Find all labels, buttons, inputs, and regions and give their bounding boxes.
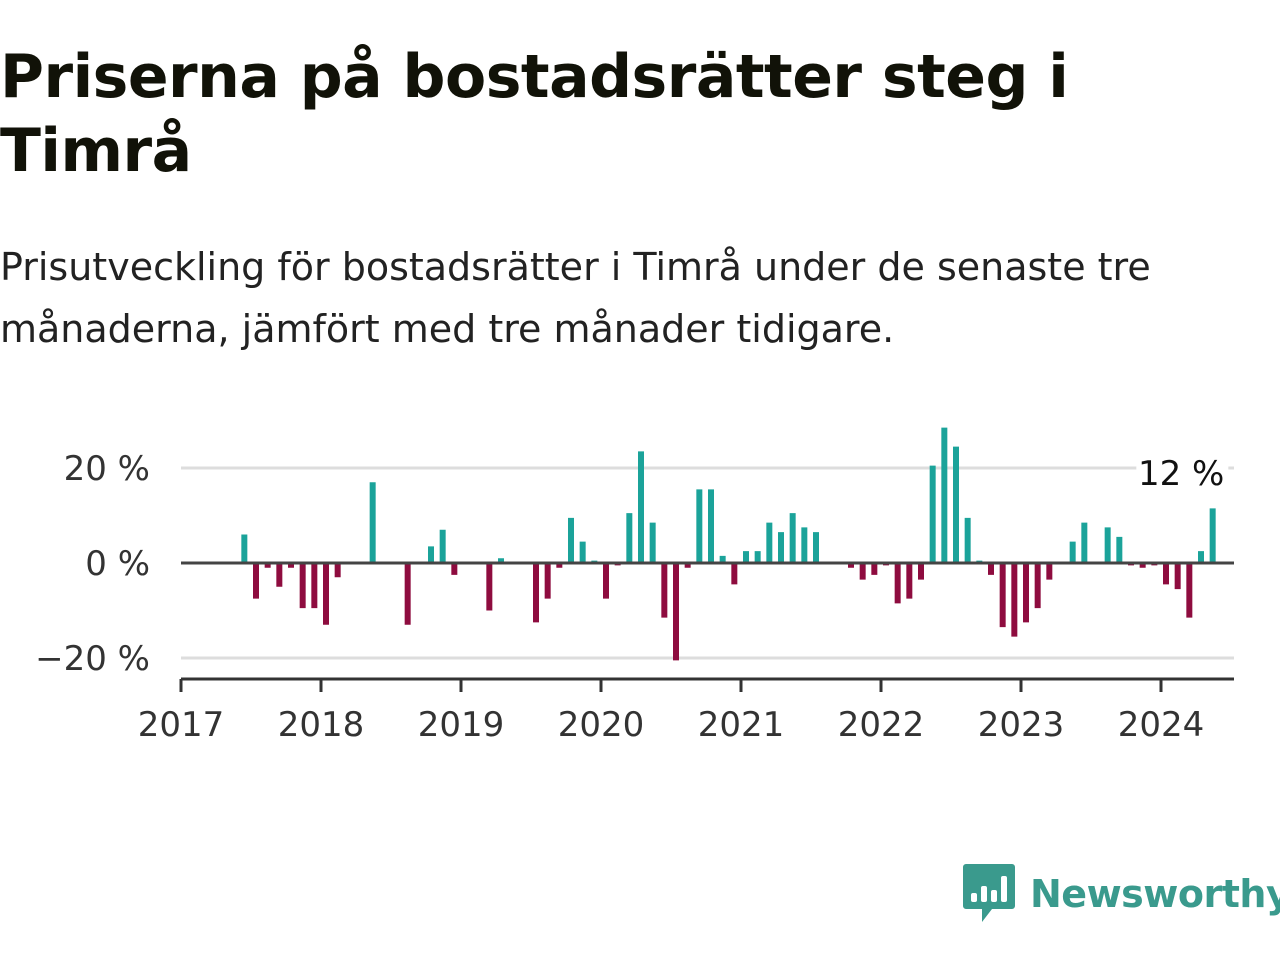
bar — [439, 529, 446, 563]
bar — [918, 563, 924, 580]
x-tick-label: 2023 — [978, 705, 1065, 740]
x-tick-label: 2017 — [138, 705, 225, 740]
bar — [369, 482, 376, 563]
brand-name: Newsworthy — [1030, 872, 1280, 916]
bar — [684, 563, 691, 568]
bar — [1139, 563, 1146, 568]
bar — [906, 563, 913, 599]
bar — [404, 563, 411, 625]
bar — [673, 563, 679, 661]
bar — [334, 563, 341, 578]
brand-logo[interactable]: Newsworthy — [962, 862, 1280, 926]
bar — [941, 427, 948, 563]
bar — [311, 563, 318, 609]
bar — [999, 563, 1006, 628]
bar — [264, 563, 271, 568]
axes — [179, 561, 1234, 692]
bar — [859, 563, 866, 580]
bar — [579, 541, 586, 563]
bar — [1163, 563, 1169, 585]
bar — [299, 563, 306, 609]
bar — [871, 563, 878, 575]
chart-title: Priserna på bostadsrätter steg i Timrå — [0, 42, 1069, 186]
bar — [241, 534, 248, 563]
bar — [894, 563, 901, 604]
x-tick-label: 2019 — [418, 705, 505, 740]
y-tick-label: 20 % — [64, 449, 150, 489]
bar — [929, 465, 936, 563]
x-tick-label: 2018 — [278, 705, 365, 740]
bar — [486, 563, 493, 611]
bar — [1011, 563, 1018, 637]
x-tick-label: 2022 — [838, 705, 925, 740]
bars — [241, 427, 1216, 661]
bar — [1069, 541, 1076, 563]
x-tick-label: 2021 — [698, 705, 785, 740]
chart-subtitle: Prisutveckling för bostadsrätter i Timrå… — [0, 245, 1151, 351]
bar — [544, 563, 551, 599]
bar — [743, 551, 749, 563]
bar — [568, 517, 574, 563]
bar — [1116, 536, 1123, 563]
bar — [754, 551, 761, 563]
y-tick-label: 0 % — [85, 544, 150, 584]
bar — [1198, 551, 1204, 563]
bar — [253, 563, 259, 599]
bar — [766, 522, 773, 563]
bar — [1046, 563, 1053, 580]
bar — [276, 563, 283, 587]
bar — [1081, 522, 1088, 563]
bar — [626, 513, 633, 563]
gridlines — [181, 466, 1234, 660]
bar — [778, 532, 784, 563]
newsworthy-chart-bubble-icon — [963, 864, 1015, 922]
bar — [731, 563, 738, 585]
bar — [708, 489, 714, 563]
latest-value-label: 12 % — [1138, 454, 1224, 494]
bar-chart: −20 % 0 % 20 % 2017 2018 2019 2020 2021 2022 2023… — [35, 427, 1234, 740]
bar — [661, 563, 668, 618]
bar — [323, 563, 329, 625]
bar — [1023, 563, 1029, 623]
bar — [638, 451, 644, 563]
bar — [964, 517, 971, 563]
bar — [1186, 563, 1193, 618]
bar — [1104, 527, 1111, 563]
bar — [498, 558, 504, 563]
bar — [719, 555, 726, 563]
labels: −20 % 0 % 20 % 2017 2018 2019 2020 2021 2022 2023… — [35, 449, 1229, 740]
bar — [1209, 508, 1216, 563]
bar — [813, 532, 819, 563]
bar — [789, 513, 796, 563]
bar — [556, 563, 563, 568]
y-tick-label: −20 % — [35, 639, 150, 679]
bar — [696, 489, 703, 563]
x-tick-label: 2020 — [558, 705, 645, 740]
bar — [848, 563, 854, 568]
bar — [988, 563, 994, 575]
x-tick-label: 2024 — [1118, 705, 1205, 740]
bar — [1034, 563, 1041, 609]
bar — [533, 563, 539, 623]
bar — [288, 563, 294, 568]
bar — [451, 563, 458, 575]
bar — [649, 522, 656, 563]
bar — [953, 446, 959, 563]
bar — [603, 563, 609, 599]
bar — [428, 546, 434, 563]
bar — [801, 527, 808, 563]
bar — [1174, 563, 1181, 590]
annotation-background — [1136, 450, 1229, 494]
